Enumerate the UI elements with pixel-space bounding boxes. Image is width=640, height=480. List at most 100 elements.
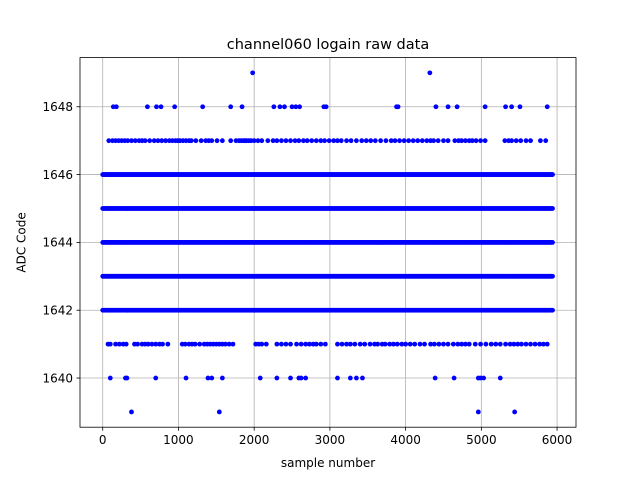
data-point <box>289 104 295 110</box>
data-point <box>503 341 508 347</box>
data-point <box>482 138 488 144</box>
x-tick-label: 1000 <box>163 433 194 447</box>
data-point <box>347 375 353 381</box>
data-point <box>294 341 299 347</box>
data-point <box>282 104 287 110</box>
data-point <box>428 341 434 347</box>
data-point <box>147 138 153 144</box>
data-point <box>159 138 165 144</box>
data-point <box>475 409 481 415</box>
data-point <box>255 138 261 144</box>
data-point <box>455 341 461 347</box>
data-point <box>433 104 439 110</box>
data-point <box>382 341 388 347</box>
x-tick-label: 6000 <box>542 433 573 447</box>
data-point <box>274 341 280 347</box>
data-point <box>441 341 446 347</box>
data-point <box>322 341 328 347</box>
data-point <box>354 138 359 144</box>
data-point <box>427 70 433 76</box>
data-point <box>463 341 468 347</box>
data-point <box>257 375 263 381</box>
data-point <box>503 104 508 110</box>
data-point <box>209 138 215 144</box>
data-point <box>519 341 524 347</box>
data-point <box>357 341 363 347</box>
data-point <box>129 138 134 144</box>
data-point <box>274 138 280 144</box>
data-point <box>239 104 245 110</box>
data-point <box>335 138 340 144</box>
data-point <box>313 341 319 347</box>
data-point <box>288 375 293 381</box>
data-point <box>509 138 515 144</box>
data-point <box>132 138 138 144</box>
data-point <box>417 341 423 347</box>
data-point <box>509 104 515 110</box>
data-point <box>532 341 538 347</box>
data-point <box>222 341 228 347</box>
data-point <box>226 341 232 347</box>
data-point <box>517 104 523 110</box>
y-tick-label: 1642 <box>42 304 73 318</box>
data-point <box>523 341 529 347</box>
data-point <box>149 341 155 347</box>
data-point <box>363 138 369 144</box>
y-tick-label: 1646 <box>42 168 73 182</box>
data-point <box>309 138 315 144</box>
y-axis-label: ADC Code <box>15 212 29 272</box>
data-point <box>259 341 265 347</box>
data-point <box>230 341 236 347</box>
data-point <box>300 138 306 144</box>
data-point <box>478 138 483 144</box>
x-tick-label: 3000 <box>315 433 346 447</box>
data-point <box>445 104 451 110</box>
data-point <box>307 341 312 347</box>
data-point <box>435 138 441 144</box>
data-point <box>153 375 159 381</box>
data-point <box>481 375 487 381</box>
y-tick-label: 1640 <box>42 371 73 385</box>
data-point <box>473 138 479 144</box>
data-point <box>410 138 416 144</box>
data-point <box>292 138 298 144</box>
data-point <box>502 138 508 144</box>
data-point <box>397 138 402 144</box>
x-axis-label: sample number <box>281 456 375 470</box>
data-point <box>360 375 365 381</box>
data-point <box>347 341 353 347</box>
data-point <box>335 341 340 347</box>
data-point <box>445 341 451 347</box>
data-point <box>303 341 309 347</box>
data-point <box>401 138 407 144</box>
data-point <box>352 341 358 347</box>
data-point <box>205 375 211 381</box>
data-point <box>431 341 437 347</box>
data-point <box>151 138 157 144</box>
data-point <box>512 409 518 415</box>
data-point <box>515 341 521 347</box>
data-point <box>326 138 332 144</box>
data-point <box>469 138 475 144</box>
data-point <box>387 341 393 347</box>
data-point <box>497 375 503 381</box>
data-point <box>283 138 289 144</box>
data-point <box>228 104 234 110</box>
data-point <box>113 341 118 347</box>
data-point <box>259 138 265 144</box>
data-point <box>296 138 302 144</box>
data-point <box>293 104 299 110</box>
data-point <box>192 341 198 347</box>
data-point <box>283 341 289 347</box>
data-point <box>445 138 451 144</box>
data-point <box>482 104 488 110</box>
data-point <box>318 138 324 144</box>
data-point <box>277 104 283 110</box>
data-point <box>372 138 378 144</box>
x-tick-label: 4000 <box>390 433 421 447</box>
data-point <box>550 206 555 211</box>
data-point <box>528 138 533 144</box>
data-point <box>407 341 413 347</box>
data-point <box>403 341 409 347</box>
